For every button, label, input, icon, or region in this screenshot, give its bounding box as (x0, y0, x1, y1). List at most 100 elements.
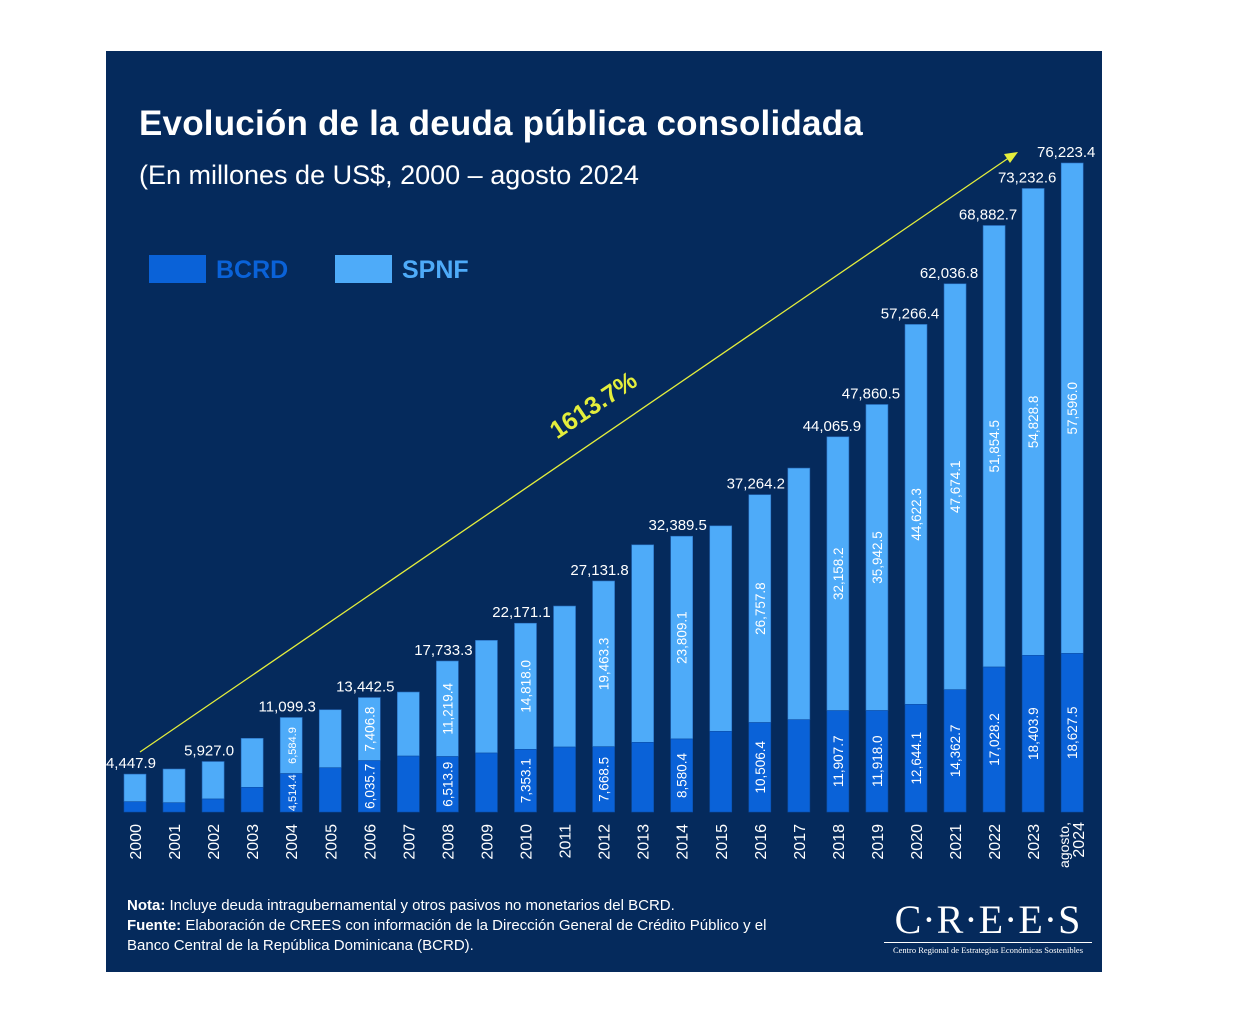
data-label-spnf: 23,809.1 (675, 611, 690, 664)
data-label-total: 13,442.5 (336, 679, 394, 696)
data-label-spnf: 6,584.9 (287, 727, 299, 764)
data-label-spnf: 26,757.8 (753, 582, 768, 635)
bar-spnf-2001 (162, 768, 186, 804)
data-label-bcrd: 6,513.9 (440, 762, 455, 807)
x-tick-label: 2006 (362, 824, 379, 860)
bar-bcrd-2013 (631, 742, 654, 813)
crees-logo: C·R·E·E·S Centro Regional de Estrategias… (884, 898, 1092, 955)
data-label-bcrd: 8,580.4 (675, 752, 690, 798)
data-label-spnf: 19,463.3 (597, 638, 612, 691)
data-label-bcrd: 7,668.5 (597, 757, 612, 802)
bar-bcrd-2022 (982, 666, 1006, 813)
data-label-total: 22,171.1 (492, 604, 550, 621)
fuente-text: Elaboración de CREES con información de … (181, 917, 767, 934)
bar-spnf-2017 (787, 467, 811, 721)
x-tick-label: 2000 (128, 824, 145, 860)
x-tick-label: 2017 (792, 824, 809, 860)
x-tick-label: 2001 (167, 824, 184, 860)
trend-arrow-icon (1004, 152, 1018, 163)
data-label-total: 11,099.3 (259, 698, 316, 715)
bar-bcrd-2008 (436, 756, 459, 813)
x-tick-label: 2014 (675, 824, 692, 860)
x-tick-label: 2013 (636, 824, 653, 860)
bar-spnf-2000 (123, 773, 147, 802)
x-tick-label: 2024 (1071, 822, 1088, 858)
legend-swatch-spnf (335, 255, 392, 283)
bar-spnf-2007 (397, 691, 420, 757)
data-label-spnf: 35,942.5 (870, 531, 885, 584)
chart-subtitle: (En millones de US$, 2000 – agosto 2024 (139, 160, 639, 190)
data-label-spnf: 57,596.0 (1065, 382, 1080, 435)
data-label-bcrd: 7,353.1 (519, 758, 534, 803)
bar-bcrd-2004 (279, 773, 303, 813)
trend-annotation: 1613.7% (545, 366, 642, 444)
bar-spnf-2011 (553, 605, 576, 748)
data-label-bcrd: 6,035.7 (362, 764, 377, 809)
data-label-bcrd: 18,403.9 (1026, 707, 1041, 760)
data-label-total: 47,860.5 (842, 385, 900, 402)
x-tick-label: 2002 (206, 824, 223, 860)
logo-main: C·R·E·E·S (894, 897, 1082, 942)
data-label-spnf: 54,828.8 (1026, 396, 1041, 449)
data-label-spnf: 44,622.3 (909, 488, 924, 541)
bar-bcrd-2006 (357, 760, 381, 813)
bar-bcrd-2005 (318, 767, 342, 813)
bar-bcrd-2002 (201, 798, 225, 813)
data-label-bcrd: 4,514.4 (287, 774, 299, 811)
bar-bcrd-2017 (787, 719, 811, 813)
bar-bcrd-2010 (514, 749, 537, 813)
data-label-spnf: 32,158.2 (831, 547, 846, 600)
bar-bcrd-2021 (943, 689, 967, 813)
bar-spnf-2002 (201, 761, 225, 800)
data-label-bcrd: 18,627.5 (1065, 706, 1080, 759)
data-label-spnf: 14,818.0 (519, 660, 534, 713)
data-label-total: 17,733.3 (414, 642, 472, 659)
bar-bcrd-2018 (826, 710, 850, 813)
x-tick-label: 2005 (323, 824, 340, 860)
data-label-total: 57,266.4 (881, 305, 939, 322)
data-label-bcrd: 11,907.7 (831, 736, 846, 788)
data-label-bcrd: 11,918.0 (870, 735, 885, 787)
legend-label-spnf: SPNF (402, 256, 469, 284)
x-tick-label: 2007 (401, 824, 418, 860)
x-tick-label: 2016 (753, 824, 770, 860)
footer-nota: Nota: Incluye deuda intragubernamental y… (127, 897, 675, 914)
data-label-bcrd: 12,644.1 (909, 732, 924, 785)
data-label-spnf: 7,406.8 (362, 707, 377, 752)
bar-bcrd-2023 (1021, 655, 1045, 813)
bar-bcrd-2015 (709, 731, 733, 813)
legend-swatch-bcrd (149, 255, 206, 283)
bar-spnf-2015 (709, 525, 733, 732)
bar-spnf-2013 (631, 544, 654, 743)
bar-bcrd-agosto-2024 (1060, 653, 1084, 813)
bar-bcrd-2020 (904, 704, 928, 813)
data-label-total: 62,036.8 (920, 265, 978, 282)
chart-panel (106, 51, 1102, 972)
x-tick-label: 2018 (831, 824, 848, 860)
bar-bcrd-2001 (162, 802, 186, 813)
data-label-total: 27,131.8 (570, 562, 628, 579)
bar-spnf-2005 (318, 709, 342, 769)
x-tick-label: 2012 (597, 824, 614, 860)
bar-spnf-2009 (475, 640, 498, 754)
bar-bcrd-2016 (748, 722, 772, 813)
legend-label-bcrd: BCRD (216, 256, 289, 284)
data-label-bcrd: 10,506.4 (753, 741, 768, 794)
data-label-total: 4,447.9 (106, 755, 156, 772)
x-tick-label: 2021 (948, 824, 965, 860)
x-tick-label: 2010 (519, 824, 536, 860)
x-tick-label: 2020 (909, 824, 926, 860)
x-tick-label: 2004 (284, 824, 301, 860)
x-tick-label: 2015 (714, 824, 731, 860)
footer-fuente: Fuente: Elaboración de CREES con informa… (127, 917, 766, 934)
data-label-spnf: 51,854.5 (987, 420, 1002, 473)
bar-bcrd-2019 (865, 710, 889, 813)
footer-fuente-2: Banco Central de la República Dominicana… (127, 937, 474, 954)
fuente-label: Fuente: (127, 917, 182, 934)
data-label-bcrd: 14,362.7 (948, 725, 963, 778)
x-tick-label: 2008 (440, 824, 457, 860)
bar-bcrd-2000 (123, 801, 147, 813)
x-tick-label: agosto, (1056, 822, 1072, 868)
x-tick-label: 2009 (479, 824, 496, 860)
data-label-total: 5,927.0 (184, 743, 234, 760)
